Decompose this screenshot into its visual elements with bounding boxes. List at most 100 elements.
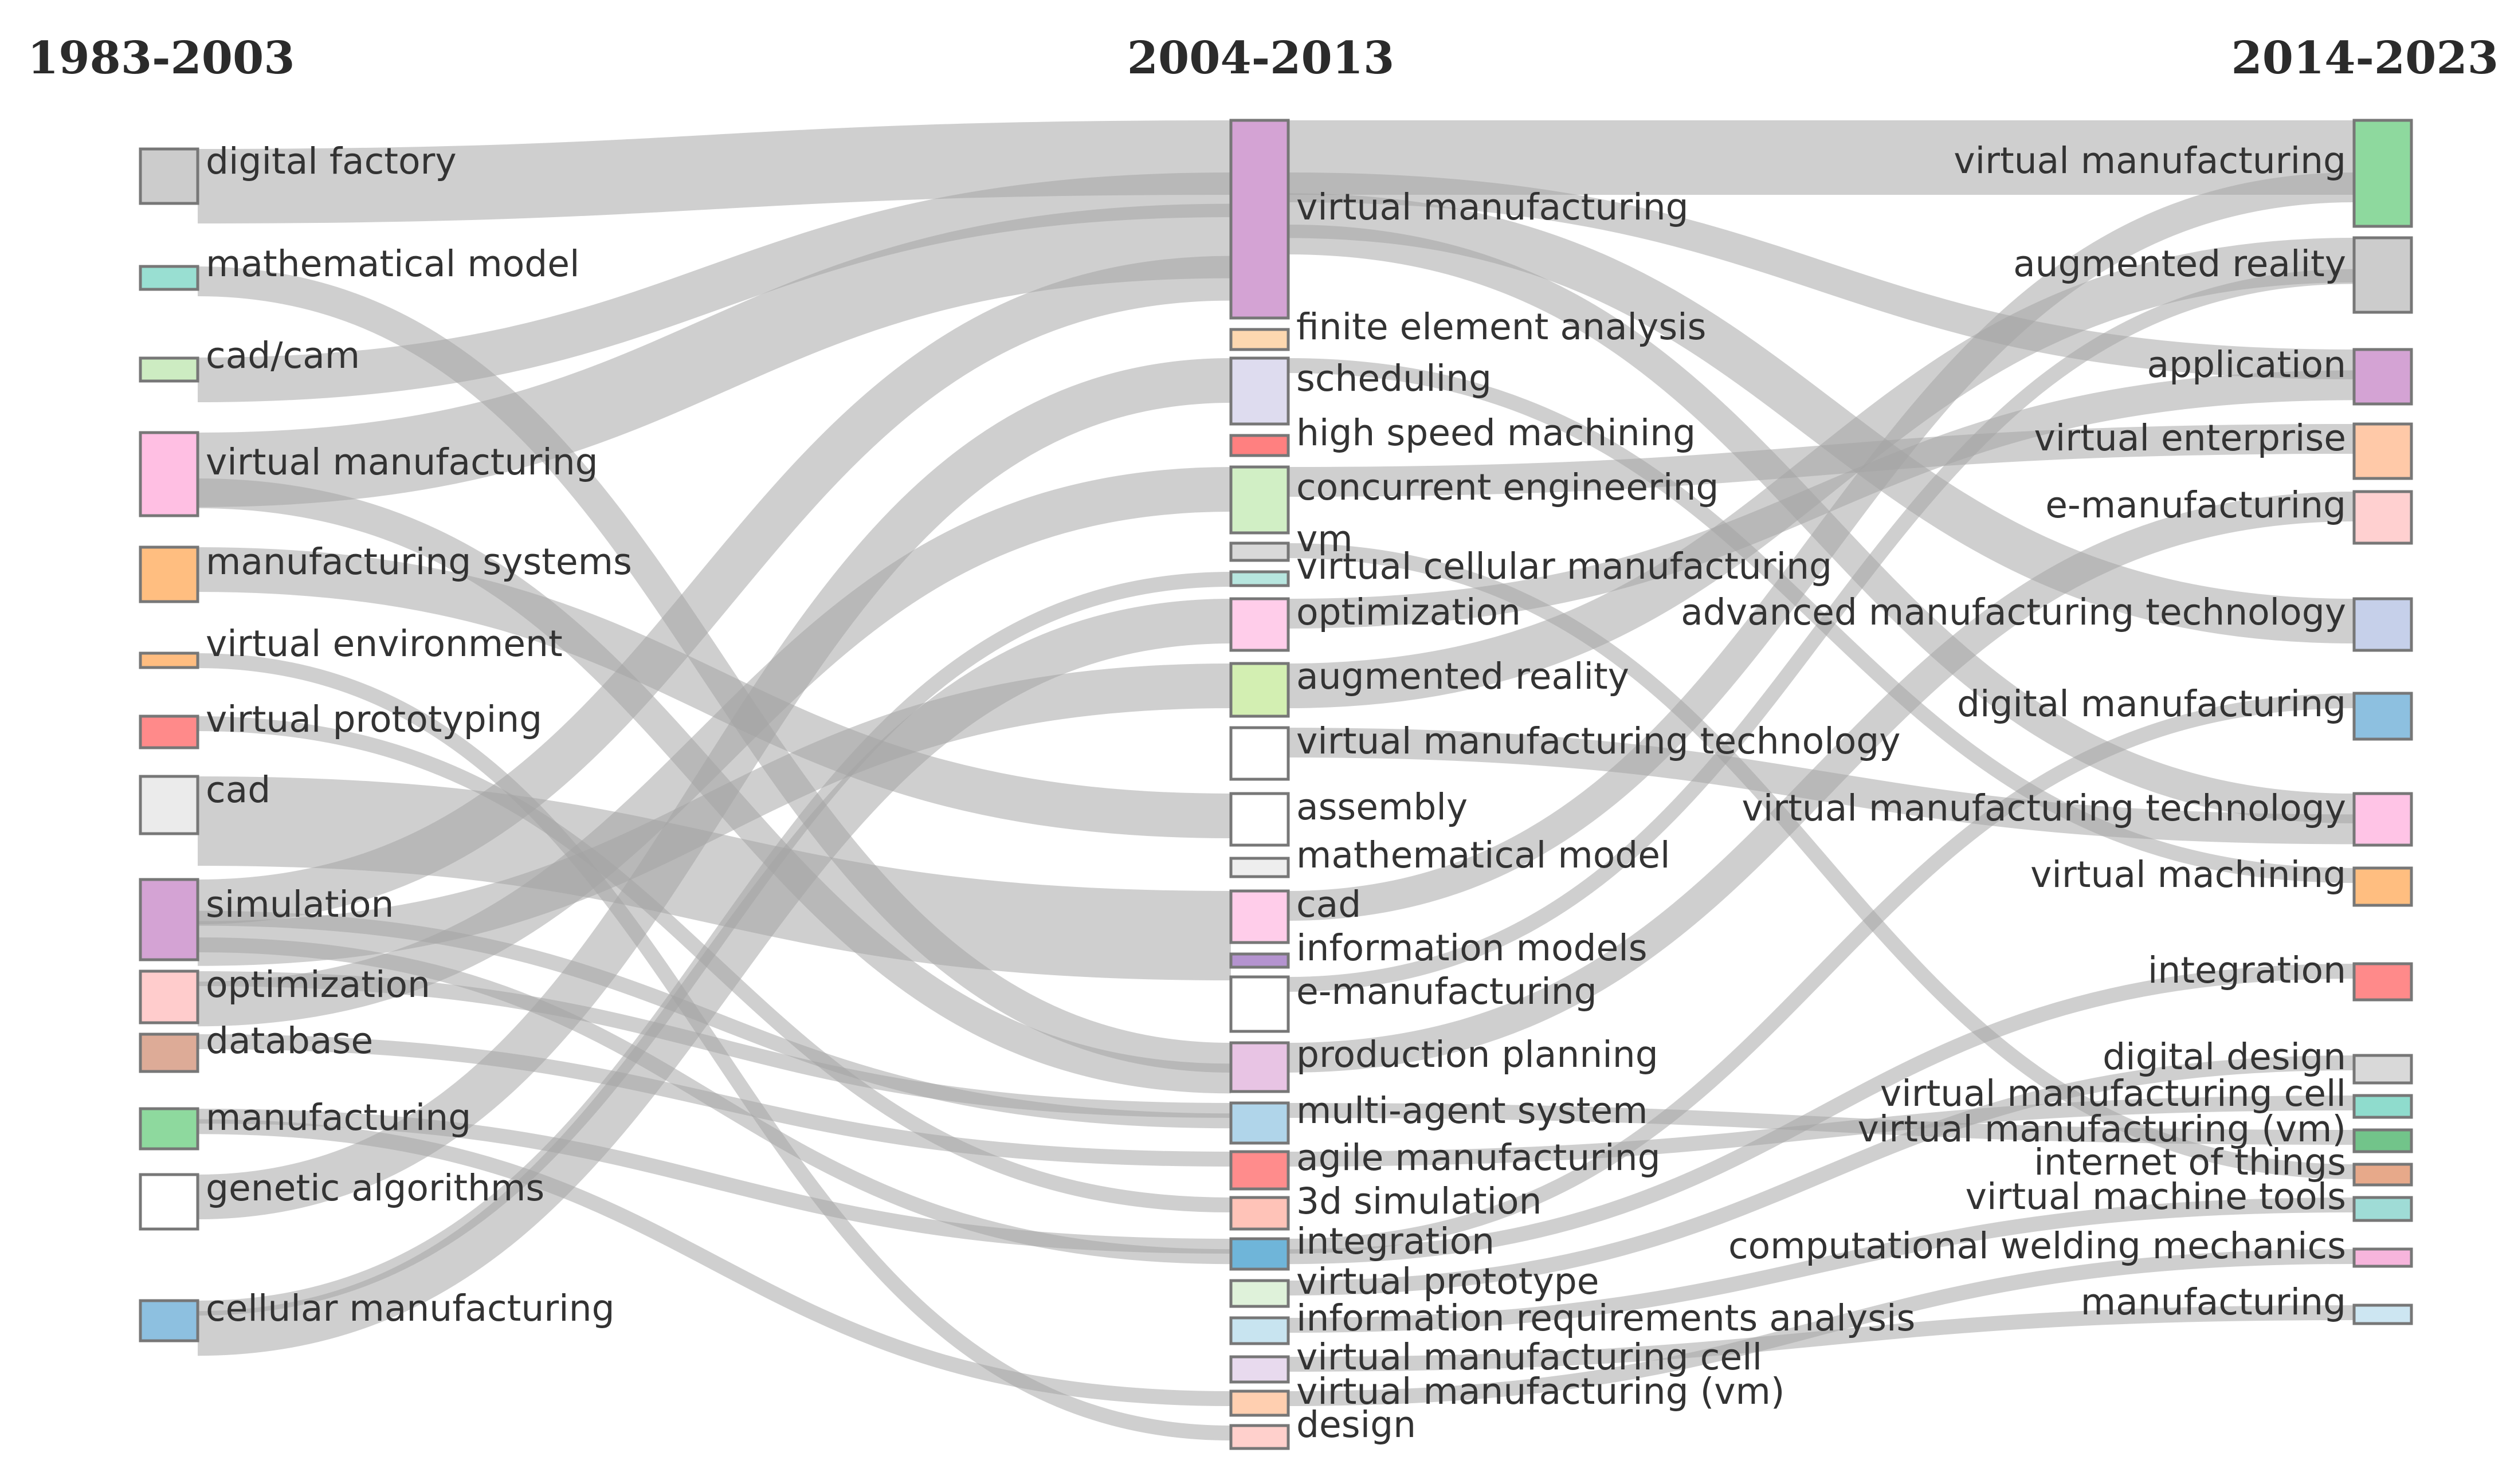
node-1983-2003-cad[interactable]	[139, 775, 199, 835]
flow-simulation-to-integration	[197, 937, 1231, 1265]
label-2004-2013-integration: integration	[1296, 1220, 1495, 1262]
label-2004-2013-production-planning: production planning	[1296, 1034, 1658, 1075]
label-2004-2013-agile-manufacturing: agile manufacturing	[1296, 1137, 1661, 1179]
node-2004-2013-high-speed-machining[interactable]	[1229, 434, 1290, 457]
node-2014-2023-digital-manufacturing[interactable]	[2352, 692, 2413, 741]
keyword-nodes	[139, 119, 2413, 1450]
flow-virtual-manufacturing-to-application	[1288, 172, 2355, 379]
label-1983-2003-virtual-prototyping: virtual prototyping	[206, 698, 542, 740]
label-2004-2013-e-manufacturing: e-manufacturing	[1296, 971, 1597, 1012]
node-1983-2003-database[interactable]	[139, 1032, 199, 1073]
flow-agile-manufacturing-to-virtual-manufacturing-cell	[1288, 1096, 2355, 1167]
node-2014-2023-virtual-enterprise[interactable]	[2352, 422, 2413, 480]
flow-mathematical-model-to-production-planning	[197, 266, 1231, 1073]
node-2014-2023-e-manufacturing[interactable]	[2352, 490, 2413, 545]
node-2014-2023-application[interactable]	[2352, 348, 2413, 406]
node-2014-2023-virtual-machining[interactable]	[2352, 866, 2413, 907]
label-2014-2023-virtual-machining: virtual machining	[2030, 854, 2346, 896]
flow-virtual-manufacturing-to-advanced-manufacturing-technology	[1288, 193, 2355, 643]
node-2014-2023-computational-welding-mechanics[interactable]	[2352, 1247, 2413, 1268]
node-2004-2013-optimization[interactable]	[1229, 597, 1290, 652]
flow-virtual-manufacturing-cell-to-manufacturing	[1288, 1305, 2355, 1372]
node-1983-2003-cellular-manufacturing[interactable]	[139, 1299, 199, 1342]
node-2004-2013-finite-element-analysis[interactable]	[1229, 328, 1290, 351]
flow-optimization-to-application	[1288, 370, 2355, 629]
label-1983-2003-manufacturing-systems: manufacturing systems	[206, 541, 632, 583]
node-2004-2013-integration[interactable]	[1229, 1237, 1290, 1271]
node-2014-2023-virtual-manufacturing-vm[interactable]	[2352, 1128, 2413, 1153]
node-2014-2023-digital-design[interactable]	[2352, 1054, 2413, 1085]
node-2014-2023-virtual-manufacturing-technology[interactable]	[2352, 792, 2413, 847]
node-2004-2013-assembly[interactable]	[1229, 792, 1290, 847]
node-1983-2003-mathematical-model[interactable]	[139, 265, 199, 291]
label-1983-2003-cad: cad	[206, 769, 270, 811]
label-2004-2013-design: design	[1296, 1404, 1416, 1446]
label-2004-2013-high-speed-machining: high speed machining	[1296, 412, 1696, 454]
label-2014-2023-computational-welding-mechanics: computational welding mechanics	[1728, 1225, 2346, 1267]
period-title-2004-2013: 2004-2013	[1127, 32, 1395, 84]
node-2014-2023-internet-of-things[interactable]	[2352, 1163, 2413, 1187]
flow-links	[197, 120, 2355, 1440]
label-2014-2023-advanced-manufacturing-technology: advanced manufacturing technology	[1681, 591, 2346, 633]
label-1983-2003-digital-factory: digital factory	[206, 140, 457, 182]
node-2014-2023-virtual-manufacturing[interactable]	[2352, 119, 2413, 228]
node-2004-2013-virtual-prototype[interactable]	[1229, 1279, 1290, 1308]
label-1983-2003-simulation: simulation	[206, 884, 394, 925]
node-2014-2023-advanced-manufacturing-technology[interactable]	[2352, 597, 2413, 652]
node-2004-2013-virtual-manufacturing-technology[interactable]	[1229, 726, 1290, 781]
label-2004-2013-optimization: optimization	[1296, 591, 1521, 633]
label-2004-2013-multi-agent-system: multi-agent system	[1296, 1090, 1648, 1132]
flow-virtual-manufacturing-to-virtual-manufacturing	[197, 203, 1231, 507]
flow-information-requirements-analysis-to-virtual-machine-tools	[1288, 1198, 2355, 1333]
node-1983-2003-virtual-environment[interactable]	[139, 651, 199, 669]
label-1983-2003-cellular-manufacturing: cellular manufacturing	[206, 1287, 615, 1329]
label-2004-2013-augmented-reality: augmented reality	[1296, 655, 1629, 697]
node-1983-2003-simulation[interactable]	[139, 878, 199, 961]
node-2004-2013-virtual-manufacturing[interactable]	[1229, 119, 1290, 320]
node-2014-2023-virtual-machine-tools[interactable]	[2352, 1196, 2413, 1222]
label-1983-2003-genetic-algorithms: genetic algorithms	[206, 1167, 544, 1209]
label-1983-2003-virtual-manufacturing: virtual manufacturing	[206, 441, 598, 483]
node-2004-2013-virtual-manufacturing-vm[interactable]	[1229, 1389, 1290, 1417]
node-2014-2023-virtual-manufacturing-cell[interactable]	[2352, 1094, 2413, 1119]
node-2004-2013-e-manufacturing[interactable]	[1229, 975, 1290, 1033]
node-2014-2023-augmented-reality[interactable]	[2352, 236, 2413, 314]
node-1983-2003-virtual-prototyping[interactable]	[139, 714, 199, 749]
label-2004-2013-assembly: assembly	[1296, 786, 1468, 828]
node-2004-2013-design[interactable]	[1229, 1424, 1290, 1450]
flow-cad-to-cad	[197, 776, 1231, 980]
node-2004-2013-mathematical-model[interactable]	[1229, 857, 1290, 878]
label-2004-2013-finite-element-analysis: finite element analysis	[1296, 306, 1707, 348]
node-2004-2013-virtual-cellular-manufacturing[interactable]	[1229, 570, 1290, 587]
node-1983-2003-manufacturing-systems[interactable]	[139, 545, 199, 603]
label-2014-2023-augmented-reality: augmented reality	[2013, 243, 2346, 285]
node-2014-2023-integration[interactable]	[2352, 962, 2413, 1002]
period-titles: 1983-2003 2004-2013 2014-2023	[28, 32, 2499, 84]
node-2004-2013-production-planning[interactable]	[1229, 1041, 1290, 1093]
node-2004-2013-augmented-reality[interactable]	[1229, 662, 1290, 718]
node-2004-2013-3d-simulation[interactable]	[1229, 1196, 1290, 1231]
node-2004-2013-agile-manufacturing[interactable]	[1229, 1150, 1290, 1191]
node-1983-2003-manufacturing[interactable]	[139, 1107, 199, 1151]
flow-cad-to-virtual-manufacturing	[1288, 172, 2355, 921]
node-2004-2013-virtual-manufacturing-cell[interactable]	[1229, 1355, 1290, 1384]
node-1983-2003-virtual-manufacturing[interactable]	[139, 431, 199, 517]
label-1983-2003-virtual-environment: virtual environment	[206, 623, 563, 665]
period-title-1983-2003: 1983-2003	[28, 32, 295, 84]
label-2004-2013-concurrent-engineering: concurrent engineering	[1296, 466, 1719, 508]
node-1983-2003-optimization[interactable]	[139, 969, 199, 1024]
label-2004-2013-3d-simulation: 3d simulation	[1296, 1180, 1542, 1222]
node-1983-2003-genetic-algorithms[interactable]	[139, 1173, 199, 1231]
label-1983-2003-cad-cam: cad/cam	[206, 335, 360, 376]
node-2004-2013-scheduling[interactable]	[1229, 356, 1290, 426]
label-2004-2013-information-models: information models	[1296, 927, 1648, 969]
node-2004-2013-cad[interactable]	[1229, 889, 1290, 944]
node-2004-2013-concurrent-engineering[interactable]	[1229, 465, 1290, 535]
node-1983-2003-cad-cam[interactable]	[139, 356, 199, 383]
node-2004-2013-information-requirements-analysis[interactable]	[1229, 1316, 1290, 1345]
node-2004-2013-information-models[interactable]	[1229, 952, 1290, 969]
node-2014-2023-manufacturing[interactable]	[2352, 1304, 2413, 1325]
node-2004-2013-multi-agent-system[interactable]	[1229, 1101, 1290, 1145]
node-2004-2013-vm[interactable]	[1229, 541, 1290, 562]
node-1983-2003-digital-factory[interactable]	[139, 147, 199, 205]
